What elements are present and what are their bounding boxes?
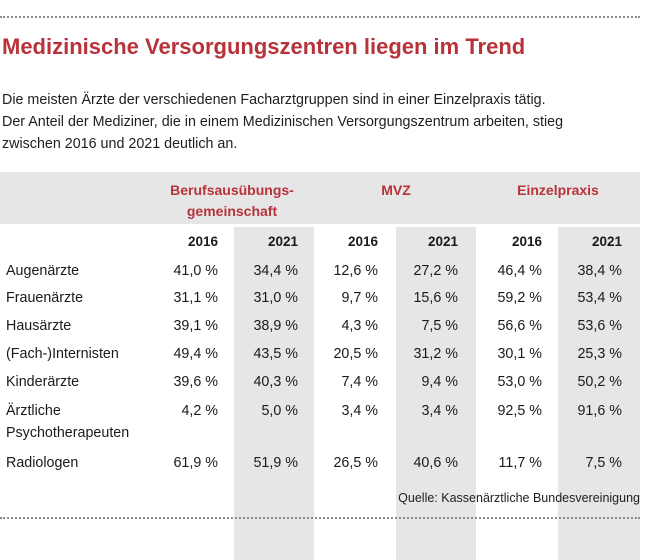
table-cell: 39,6 % (173, 374, 218, 390)
table-cell: 25,3 % (577, 346, 622, 362)
table-cell: 46,4 % (497, 263, 542, 279)
year-header: 2021 (591, 234, 622, 249)
row-label: Frauenärzte (6, 290, 84, 306)
table-cell: 3,4 % (341, 403, 378, 419)
table-cell: 40,3 % (253, 374, 298, 390)
table-cell: 7,5 % (585, 455, 622, 471)
table-cell: 3,4 % (421, 403, 458, 419)
year-header: 2016 (511, 234, 542, 249)
bottom-dotted-rule (0, 517, 640, 519)
table-cell: 11,7 % (498, 455, 542, 471)
table-cell: 9,4 % (421, 374, 458, 390)
table-cell: 38,4 % (577, 263, 622, 279)
table-cell: 31,2 % (413, 346, 458, 362)
table-cell: 7,4 % (341, 374, 378, 390)
table-cell: 15,6 % (413, 290, 458, 306)
table-cell: 49,4 % (173, 346, 218, 362)
table-cell: 61,9 % (173, 455, 218, 471)
table-cell: 20,5 % (333, 346, 378, 362)
table-cell: 30,1 % (497, 346, 542, 362)
top-dotted-rule (0, 16, 640, 18)
row-label: Ärztliche Psychotherapeuten (6, 403, 130, 441)
table-cell: 4,3 % (341, 318, 378, 334)
table-cell: 50,2 % (577, 374, 622, 390)
column-shading (396, 227, 476, 560)
table-cell: 9,7 % (341, 290, 378, 306)
table-cell: 51,9 % (253, 455, 298, 471)
table-cell: 91,6 % (577, 403, 622, 419)
group-header-einzelpraxis: Einzelpraxis (517, 182, 599, 198)
table-cell: 7,5 % (421, 318, 458, 334)
intro-text: Die meisten Ärzte der verschiedenen Fach… (2, 89, 640, 155)
year-header: 2016 (187, 234, 218, 249)
table-cell: 31,0 % (253, 290, 298, 306)
table-cell: 92,5 % (497, 403, 542, 419)
table-cell: 39,1 % (173, 318, 218, 334)
table-cell: 41,0 % (173, 263, 218, 279)
year-header: 2021 (427, 234, 458, 249)
row-label: Kinderärzte (6, 374, 80, 390)
row-label: Radiologen (6, 455, 79, 471)
table-cell: 31,1 % (173, 290, 218, 306)
table-cell: 53,4 % (577, 290, 622, 306)
table-cell: 5,0 % (261, 403, 298, 419)
table-cell: 53,0 % (497, 374, 542, 390)
table-cell: 38,9 % (253, 318, 298, 334)
year-header: 2016 (347, 234, 378, 249)
table-cell: 43,5 % (253, 346, 298, 362)
table-cell: 26,5 % (333, 455, 378, 471)
table-cell: 12,6 % (333, 263, 378, 279)
group-header-berufsausuebungsgemeinschaft: Berufsausübungs- gemeinschaft (170, 182, 294, 219)
intro-line: Der Anteil der Mediziner, die in einem M… (2, 114, 564, 130)
intro-line: zwischen 2016 und 2021 deutlich an. (2, 136, 238, 152)
table-cell: 53,6 % (577, 318, 622, 334)
row-label: Augenärzte (6, 263, 80, 279)
group-header-mvz: MVZ (381, 182, 411, 198)
column-shading (558, 227, 640, 560)
row-label: (Fach-)Internisten (6, 346, 119, 362)
table-cell: 56,6 % (497, 318, 542, 334)
page-title: Medizinische Versorgungszentren liegen i… (2, 34, 526, 59)
table-cell: 40,6 % (413, 455, 458, 471)
source-note: Quelle: Kassenärztliche Bundesvereinigun… (398, 491, 640, 505)
intro-line: Die meisten Ärzte der verschiedenen Fach… (2, 92, 546, 108)
table-header-band (0, 172, 640, 224)
table-cell: 34,4 % (253, 263, 298, 279)
table-cell: 59,2 % (497, 290, 542, 306)
table-cell: 4,2 % (181, 403, 218, 419)
column-shading (234, 227, 314, 560)
row-label: Hausärzte (6, 318, 72, 334)
year-header: 2021 (267, 234, 298, 249)
table-cell: 27,2 % (413, 263, 458, 279)
